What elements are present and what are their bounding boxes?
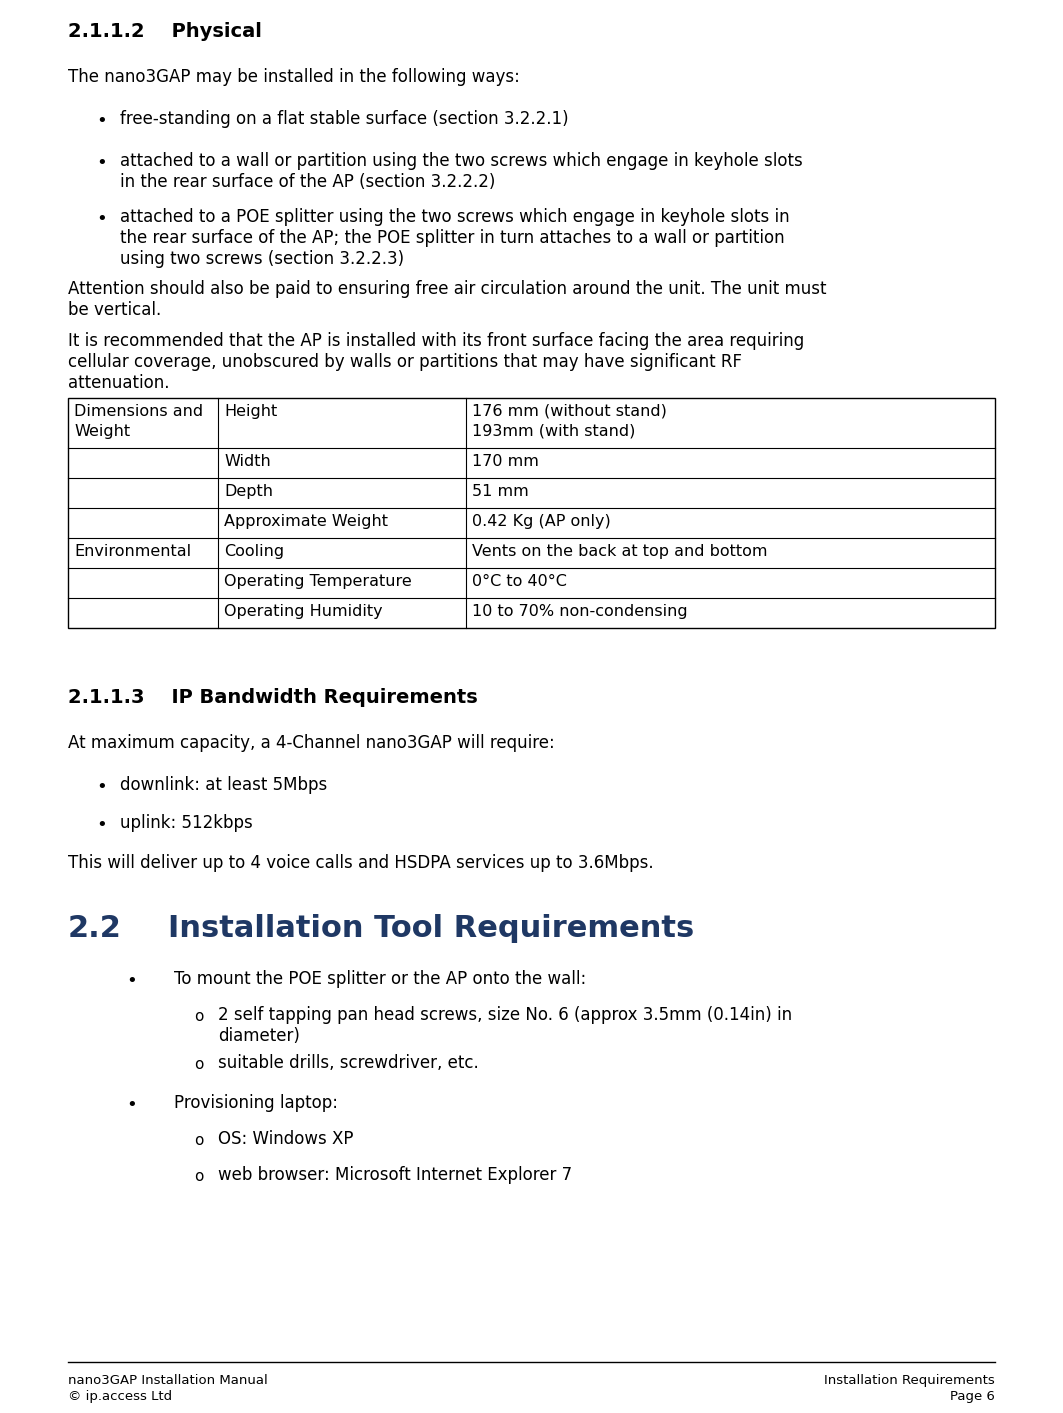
Text: web browser: Microsoft Internet Explorer 7: web browser: Microsoft Internet Explorer…	[218, 1166, 572, 1184]
Text: This will deliver up to 4 voice calls and HSDPA services up to 3.6Mbps.: This will deliver up to 4 voice calls an…	[68, 853, 654, 872]
Text: Width: Width	[224, 454, 271, 469]
Text: 2 self tapping pan head screws, size No. 6 (approx 3.5mm (0.14in) in
diameter): 2 self tapping pan head screws, size No.…	[218, 1006, 792, 1044]
Text: •: •	[96, 154, 106, 172]
Text: 0.42 Kg (AP only): 0.42 Kg (AP only)	[472, 514, 611, 528]
Text: •: •	[96, 779, 106, 796]
Text: o: o	[195, 1057, 203, 1072]
Text: 2.1.1.3    IP Bandwidth Requirements: 2.1.1.3 IP Bandwidth Requirements	[68, 688, 477, 706]
Text: •: •	[96, 112, 106, 130]
Text: © ip.access Ltd: © ip.access Ltd	[68, 1390, 172, 1403]
Text: The nano3GAP may be installed in the following ways:: The nano3GAP may be installed in the fol…	[68, 68, 520, 86]
Text: attached to a POE splitter using the two screws which engage in keyhole slots in: attached to a POE splitter using the two…	[120, 208, 790, 267]
Text: Cooling: Cooling	[224, 544, 284, 560]
Text: Installation Tool Requirements: Installation Tool Requirements	[168, 914, 694, 942]
Text: o: o	[195, 1009, 203, 1024]
Text: Provisioning laptop:: Provisioning laptop:	[174, 1094, 338, 1112]
Text: downlink: at least 5Mbps: downlink: at least 5Mbps	[120, 776, 327, 794]
Text: Operating Humidity: Operating Humidity	[224, 603, 383, 619]
Text: Operating Temperature: Operating Temperature	[224, 574, 411, 589]
Text: 2.2: 2.2	[68, 914, 122, 942]
Text: 170 mm: 170 mm	[472, 454, 539, 469]
Text: Height: Height	[224, 404, 277, 420]
Text: free-standing on a flat stable surface (section 3.2.2.1): free-standing on a flat stable surface (…	[120, 110, 569, 129]
Text: Depth: Depth	[224, 485, 273, 499]
Text: Dimensions and
Weight: Dimensions and Weight	[74, 404, 203, 439]
Text: Approximate Weight: Approximate Weight	[224, 514, 388, 528]
Text: To mount the POE splitter or the AP onto the wall:: To mount the POE splitter or the AP onto…	[174, 969, 587, 988]
Text: •: •	[126, 972, 137, 991]
Text: 10 to 70% non-condensing: 10 to 70% non-condensing	[472, 603, 688, 619]
Text: •: •	[96, 815, 106, 834]
Text: Vents on the back at top and bottom: Vents on the back at top and bottom	[472, 544, 767, 560]
Text: Page 6: Page 6	[950, 1390, 995, 1403]
Text: 2.1.1.2    Physical: 2.1.1.2 Physical	[68, 23, 261, 41]
Text: At maximum capacity, a 4-Channel nano3GAP will require:: At maximum capacity, a 4-Channel nano3GA…	[68, 733, 555, 752]
Text: •: •	[96, 211, 106, 227]
Text: 176 mm (without stand)
193mm (with stand): 176 mm (without stand) 193mm (with stand…	[472, 404, 667, 439]
Text: •: •	[126, 1096, 137, 1113]
Text: nano3GAP Installation Manual: nano3GAP Installation Manual	[68, 1373, 268, 1388]
Text: Environmental: Environmental	[74, 544, 191, 560]
Text: o: o	[195, 1169, 203, 1184]
Text: 51 mm: 51 mm	[472, 485, 528, 499]
Text: Installation Requirements: Installation Requirements	[824, 1373, 995, 1388]
Text: suitable drills, screwdriver, etc.: suitable drills, screwdriver, etc.	[218, 1054, 478, 1072]
Bar	[68, 398, 995, 627]
Text: OS: Windows XP: OS: Windows XP	[218, 1130, 354, 1147]
Text: uplink: 512kbps: uplink: 512kbps	[120, 814, 253, 832]
Text: o: o	[195, 1133, 203, 1147]
Text: 0°C to 40°C: 0°C to 40°C	[472, 574, 567, 589]
Text: It is recommended that the AP is installed with its front surface facing the are: It is recommended that the AP is install…	[68, 332, 805, 391]
Text: attached to a wall or partition using the two screws which engage in keyhole slo: attached to a wall or partition using th…	[120, 153, 803, 191]
Text: Attention should also be paid to ensuring free air circulation around the unit. : Attention should also be paid to ensurin…	[68, 280, 827, 319]
